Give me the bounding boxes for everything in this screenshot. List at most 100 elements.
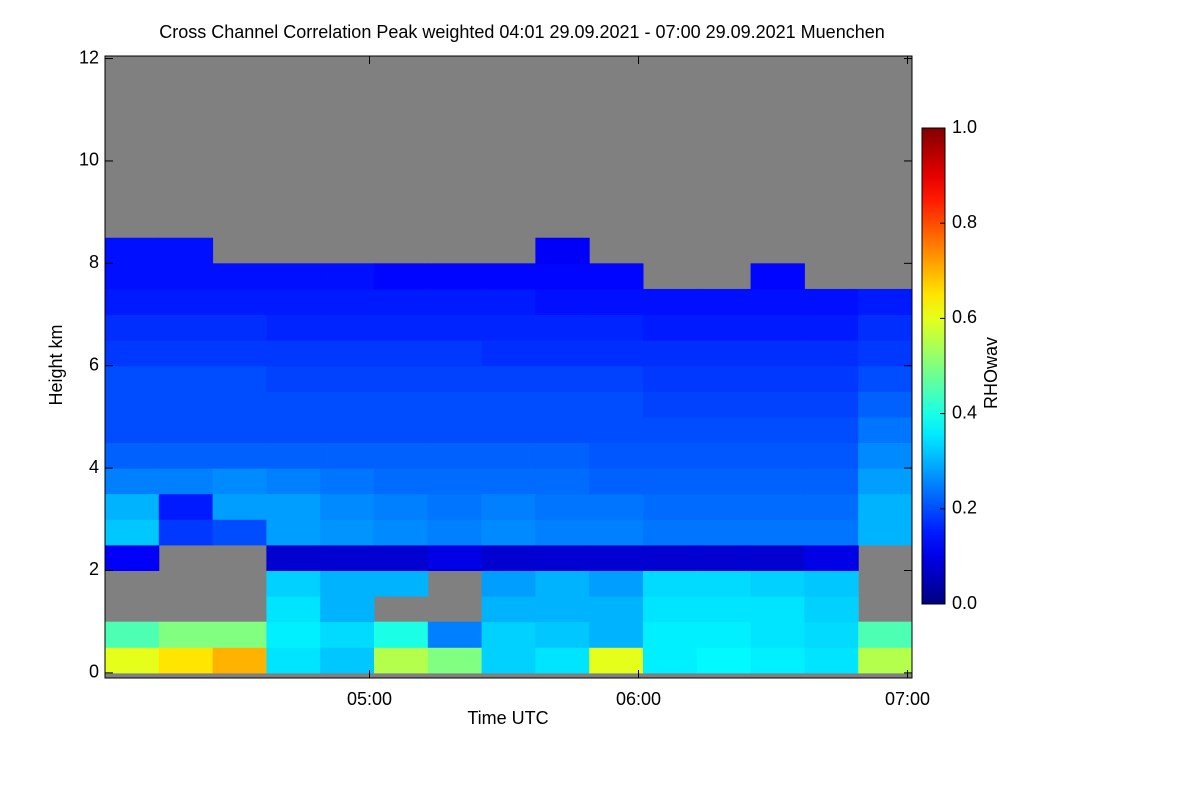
heat-cell bbox=[427, 288, 483, 316]
heat-cell bbox=[320, 416, 375, 444]
heat-cell bbox=[481, 391, 536, 418]
heat-cell bbox=[320, 570, 375, 597]
heat-cell bbox=[589, 596, 644, 623]
x-tick-label: 06:00 bbox=[616, 689, 661, 709]
heat-cell bbox=[266, 365, 321, 392]
heat-cell bbox=[158, 391, 214, 418]
y-tick-label: 4 bbox=[89, 457, 99, 477]
heat-cell bbox=[589, 493, 644, 520]
heat-cell bbox=[750, 519, 805, 546]
heat-cell bbox=[427, 416, 483, 444]
heat-cell bbox=[696, 468, 752, 495]
heat-cell bbox=[320, 519, 375, 546]
heat-cell bbox=[858, 288, 913, 316]
heat-cell bbox=[750, 596, 805, 623]
heat-cell bbox=[158, 442, 214, 469]
heat-cell bbox=[643, 519, 698, 546]
chart-title: Cross Channel Correlation Peak weighted … bbox=[159, 22, 885, 42]
heat-cell bbox=[427, 340, 483, 367]
heat-cell bbox=[374, 519, 429, 546]
heat-cell bbox=[158, 314, 214, 341]
heat-cell bbox=[589, 416, 644, 444]
heat-cell bbox=[481, 365, 536, 392]
heat-cell bbox=[535, 570, 590, 597]
colorbar-tick-label: 0.4 bbox=[952, 402, 977, 422]
heat-cell bbox=[212, 340, 267, 367]
heat-cell bbox=[212, 416, 267, 444]
heat-cell bbox=[589, 544, 644, 571]
heat-cell bbox=[427, 519, 483, 546]
heat-cell bbox=[320, 365, 375, 392]
heat-cell bbox=[158, 288, 214, 316]
heat-cell bbox=[105, 365, 160, 392]
heat-cell bbox=[643, 314, 698, 341]
heat-cell bbox=[212, 263, 267, 290]
heat-cell bbox=[643, 570, 698, 597]
heat-cell bbox=[804, 340, 859, 367]
heat-cell bbox=[750, 493, 805, 520]
heat-cell bbox=[858, 340, 913, 367]
heat-cell bbox=[750, 570, 805, 597]
heat-cell bbox=[481, 596, 536, 623]
heat-cell bbox=[105, 416, 160, 444]
heat-cell bbox=[696, 365, 752, 392]
heat-cell bbox=[696, 647, 752, 674]
heat-cell bbox=[427, 493, 483, 520]
heat-cell bbox=[750, 314, 805, 341]
y-tick-label: 2 bbox=[89, 559, 99, 579]
heat-cell bbox=[589, 314, 644, 341]
heat-cell bbox=[643, 596, 698, 623]
heat-cell bbox=[535, 237, 590, 264]
heat-cell bbox=[481, 621, 536, 648]
heat-cell bbox=[535, 314, 590, 341]
heat-cell bbox=[105, 314, 160, 341]
heat-cell bbox=[858, 416, 913, 444]
heat-cell bbox=[374, 314, 429, 341]
heat-cell bbox=[858, 442, 913, 469]
heat-cell bbox=[105, 237, 160, 264]
heat-cell bbox=[374, 391, 429, 418]
colorbar-tick-label: 1.0 bbox=[952, 117, 977, 137]
x-tick-label: 05:00 bbox=[347, 689, 392, 709]
heat-cell bbox=[750, 416, 805, 444]
heat-cell bbox=[696, 288, 752, 316]
heat-cell bbox=[804, 442, 859, 469]
heat-cell bbox=[158, 647, 214, 674]
heat-cell bbox=[696, 314, 752, 341]
heat-cell bbox=[481, 314, 536, 341]
heat-cell bbox=[643, 288, 698, 316]
heat-cell bbox=[858, 519, 913, 546]
heat-cell bbox=[535, 263, 590, 290]
heat-cell bbox=[427, 365, 483, 392]
heat-cell bbox=[105, 468, 160, 495]
colorbar-tick-label: 0.6 bbox=[952, 307, 977, 327]
heat-cell bbox=[643, 416, 698, 444]
heat-cell bbox=[481, 493, 536, 520]
heat-cell bbox=[427, 544, 483, 571]
heat-cell bbox=[481, 288, 536, 316]
heat-cell bbox=[804, 468, 859, 495]
y-tick-label: 6 bbox=[89, 354, 99, 374]
y-tick-label: 10 bbox=[79, 150, 99, 170]
heat-cell bbox=[158, 365, 214, 392]
heat-cell bbox=[481, 340, 536, 367]
heat-cell bbox=[535, 596, 590, 623]
heat-cell bbox=[535, 391, 590, 418]
heat-cell bbox=[804, 596, 859, 623]
heat-cell bbox=[589, 442, 644, 469]
heat-cell bbox=[589, 391, 644, 418]
heat-cell bbox=[750, 391, 805, 418]
heat-cell bbox=[158, 416, 214, 444]
heat-cell bbox=[374, 365, 429, 392]
heat-cell bbox=[643, 442, 698, 469]
heat-cell bbox=[589, 570, 644, 597]
heat-cell bbox=[481, 519, 536, 546]
heat-cell bbox=[212, 365, 267, 392]
heat-cell bbox=[696, 519, 752, 546]
colorbar-label: RHOwav bbox=[981, 337, 1001, 409]
heat-cell bbox=[804, 391, 859, 418]
heat-cell bbox=[158, 263, 214, 290]
heat-cell bbox=[158, 519, 214, 546]
heat-cell bbox=[696, 493, 752, 520]
colorbar-tick-label: 0.8 bbox=[952, 212, 977, 232]
